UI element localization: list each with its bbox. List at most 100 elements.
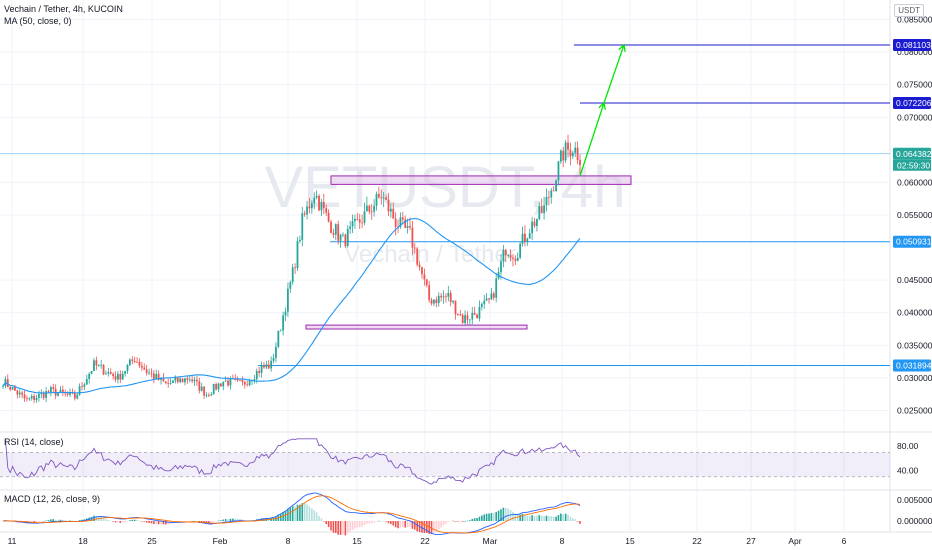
macd-hist-133 bbox=[320, 518, 323, 521]
time-axis[interactable]: 11 18 25 Feb 8 15 22 Mar 8 15 22 27 Apr 6 bbox=[8, 536, 847, 546]
price-tick-label-10: 0.0250000 bbox=[897, 405, 932, 415]
badge-countdown-bg bbox=[893, 159, 931, 171]
macd-hist-212 bbox=[509, 510, 512, 521]
candle-body-73 bbox=[176, 377, 179, 383]
candle-body-201 bbox=[483, 300, 486, 305]
macd-hist-15 bbox=[38, 521, 40, 522]
rsi-line bbox=[4, 438, 581, 485]
macd-hist-224 bbox=[538, 515, 541, 521]
macd-hist-150 bbox=[361, 521, 363, 527]
candle-body-3 bbox=[9, 387, 12, 390]
candle-body-218 bbox=[524, 233, 526, 242]
macd-hist-199 bbox=[478, 516, 481, 521]
candle-body-241 bbox=[579, 160, 581, 166]
candle-body-140 bbox=[337, 224, 340, 241]
candle-body-70 bbox=[169, 383, 172, 384]
candle-body-136 bbox=[327, 212, 330, 222]
macd-hist-157 bbox=[378, 520, 380, 522]
candle-body-173 bbox=[416, 248, 419, 265]
macd-hist-155 bbox=[373, 521, 375, 523]
candle-body-135 bbox=[325, 208, 328, 213]
macd-line bbox=[2, 492, 581, 536]
candle-body-109 bbox=[263, 365, 265, 368]
macd-hist-178 bbox=[428, 521, 430, 534]
candle-body-178 bbox=[428, 285, 431, 300]
macd-hist-164 bbox=[394, 521, 397, 528]
candle-body-130 bbox=[313, 197, 316, 204]
macd-hist-90 bbox=[217, 520, 220, 522]
candle-body-4 bbox=[11, 386, 14, 390]
macd-hist-140 bbox=[337, 521, 339, 535]
macd-hist-156 bbox=[375, 521, 378, 522]
candle-body-214 bbox=[514, 258, 517, 261]
macd-hist-98 bbox=[236, 518, 239, 521]
macd-hist-123 bbox=[296, 504, 299, 521]
macd-hist-61 bbox=[148, 521, 150, 524]
macd-hist-27 bbox=[66, 520, 69, 522]
macd-hist-234 bbox=[562, 514, 565, 521]
grid-lines bbox=[0, 0, 932, 533]
time-tick-label-1: 18 bbox=[78, 536, 88, 546]
macd-hist-68 bbox=[165, 521, 167, 525]
candle-body-188 bbox=[452, 300, 455, 303]
time-tick-label-2: 25 bbox=[147, 536, 157, 546]
candle-body-144 bbox=[346, 228, 349, 246]
macd-hist-172 bbox=[414, 521, 416, 530]
candle-body-43 bbox=[105, 373, 107, 375]
candle-body-209 bbox=[502, 249, 505, 262]
macd-hist-154 bbox=[370, 521, 373, 524]
macd-legend: MACD (12, 26, close, 9) bbox=[4, 494, 101, 504]
time-tick-label-13: 6 bbox=[842, 536, 847, 546]
macd-hist-109 bbox=[263, 518, 265, 521]
badge-countdown: 02:59:30 bbox=[897, 160, 930, 170]
macd-hist-87 bbox=[210, 521, 213, 524]
macd-hist-33 bbox=[81, 519, 83, 521]
time-tick-label-7: Mar bbox=[483, 536, 498, 546]
candle-body-152 bbox=[366, 205, 368, 212]
time-tick-label-12: Apr bbox=[788, 536, 801, 546]
candle-body-65 bbox=[157, 373, 160, 380]
candle-body-146 bbox=[351, 221, 354, 227]
watermark-name: Vechain / Tether bbox=[344, 241, 516, 268]
macd-hist-220 bbox=[528, 515, 531, 521]
candle-body-67 bbox=[162, 377, 165, 382]
candle-body-236 bbox=[567, 142, 569, 150]
candle-body-224 bbox=[538, 206, 541, 220]
macd-hist-91 bbox=[220, 520, 222, 521]
candle-body-77 bbox=[186, 378, 189, 380]
candle-body-204 bbox=[490, 293, 493, 300]
macd-hist-167 bbox=[402, 521, 404, 528]
macd-hist-82 bbox=[198, 521, 201, 522]
macd-hist-194 bbox=[466, 520, 469, 522]
rsi-tick-label-0: 80.00 bbox=[897, 441, 919, 451]
macd-hist-57 bbox=[138, 520, 141, 522]
macd-hist-208 bbox=[500, 509, 502, 521]
candles bbox=[2, 134, 581, 404]
candle-body-7 bbox=[18, 392, 21, 395]
macd-hist-100 bbox=[241, 519, 244, 521]
macd-tick-label-1: 0.0000000 bbox=[897, 516, 932, 526]
currency-label[interactable]: USDT bbox=[894, 4, 924, 17]
candle-body-68 bbox=[164, 381, 167, 384]
macd-hist-125 bbox=[301, 503, 304, 521]
macd-hist-16 bbox=[40, 521, 43, 522]
macd-hist-186 bbox=[447, 521, 450, 522]
macd-hist-183 bbox=[440, 521, 442, 528]
candle-body-80 bbox=[193, 379, 196, 382]
candle-body-181 bbox=[435, 299, 438, 304]
candle-body-13 bbox=[33, 395, 36, 401]
candle-body-186 bbox=[447, 292, 450, 297]
macd-hist-20 bbox=[50, 519, 52, 521]
candle-body-78 bbox=[188, 379, 191, 381]
badge-resistance-bg bbox=[893, 235, 931, 248]
candle-body-124 bbox=[298, 239, 301, 242]
macd-hist-86 bbox=[208, 521, 210, 524]
candle-body-196 bbox=[471, 312, 474, 320]
candle-body-25 bbox=[61, 389, 64, 393]
horizontal-levels bbox=[0, 44, 890, 366]
candle-body-108 bbox=[260, 365, 263, 373]
